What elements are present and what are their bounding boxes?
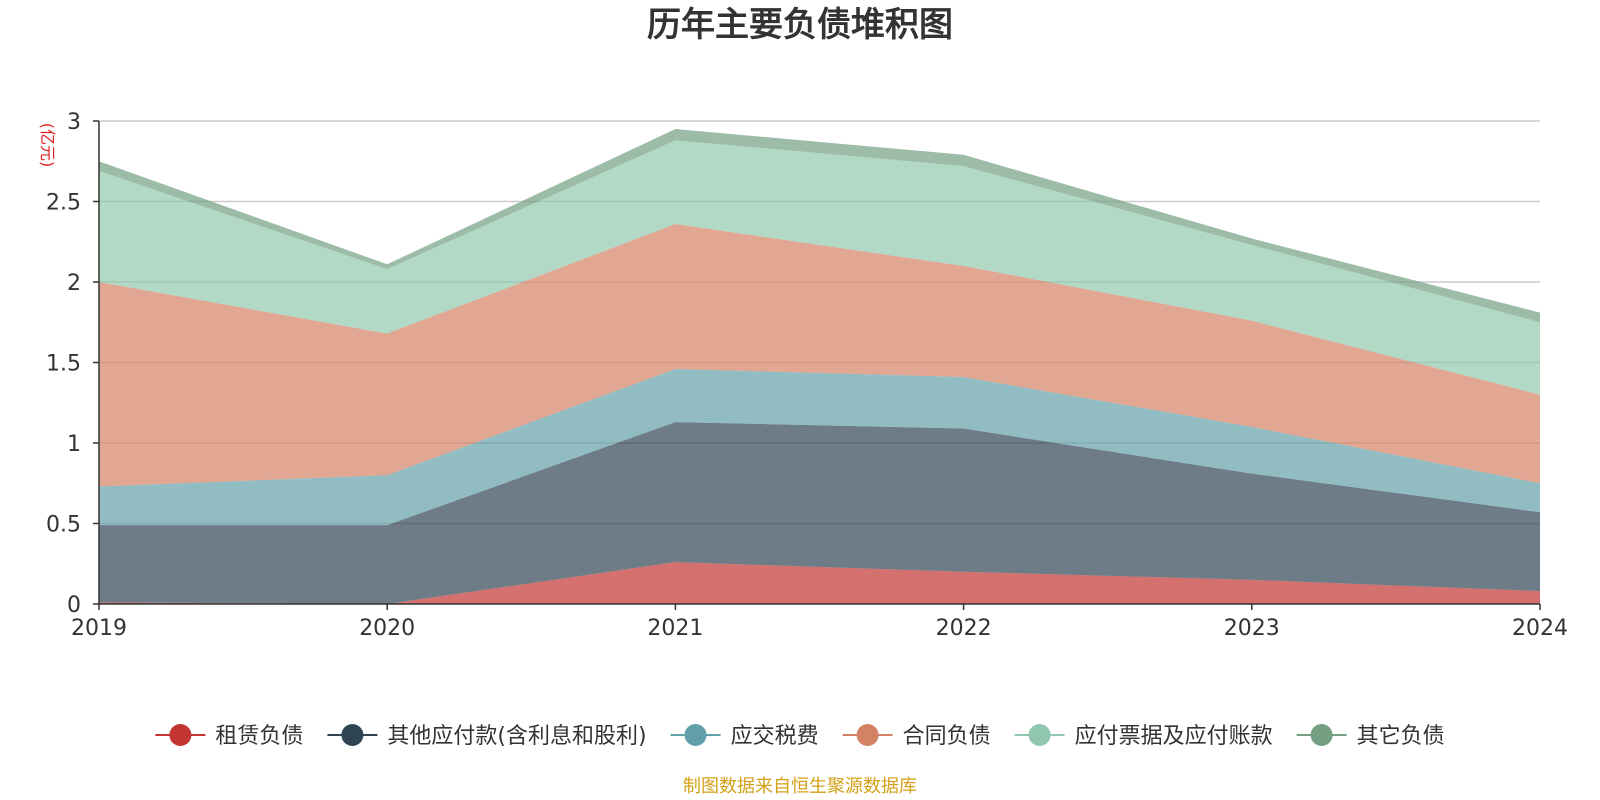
- area-series-2[interactable]: [99, 422, 1540, 604]
- x-tick-label: 2021: [647, 616, 703, 641]
- x-tick-label: 2019: [71, 616, 127, 641]
- data-source-label: 制图数据来自恒生聚源数据库: [683, 776, 917, 797]
- legend-circle-icon: [856, 724, 879, 746]
- chart-title: 历年主要负债堆积图: [647, 5, 953, 45]
- legend-label: 合同负债: [903, 724, 991, 749]
- y-tick-label: 2: [67, 271, 81, 296]
- area-series-4[interactable]: [99, 224, 1540, 487]
- legend[interactable]: 租赁负债 其他应付款(含利息和股利) 应交税费 合同负债 应付票据及应付账款 其它负债: [155, 724, 1445, 749]
- legend-item-4[interactable]: 合同负债: [842, 724, 991, 749]
- legend-item-2[interactable]: 其他应付款(含利息和股利): [327, 724, 647, 749]
- area-series-5[interactable]: [99, 140, 1540, 395]
- legend-item-3[interactable]: 应交税费: [670, 724, 819, 749]
- y-tick-label: 2.5: [46, 191, 81, 216]
- legend-item-1[interactable]: 租赁负债: [155, 724, 303, 749]
- legend-circle-icon: [1310, 724, 1333, 746]
- x-tick-label: 2022: [936, 616, 992, 641]
- axes: 0 0.5 1 1.5 2 2.5 3 2019 2020 2021 2022 2023 2024: [46, 110, 1568, 641]
- legend-label: 应交税费: [731, 724, 819, 749]
- x-tick-label: 2023: [1224, 616, 1280, 641]
- legend-circle-icon: [1028, 724, 1051, 746]
- legend-label: 其他应付款(含利息和股利): [387, 724, 646, 749]
- y-axis-unit-label: (亿元): [38, 123, 57, 168]
- legend-circle-icon: [341, 724, 364, 746]
- area-series-1[interactable]: [99, 562, 1540, 604]
- x-tick-label: 2024: [1512, 616, 1568, 641]
- legend-circle-icon: [169, 724, 192, 746]
- legend-label: 应付票据及应付账款: [1075, 724, 1273, 749]
- y-tick-label: 0: [67, 593, 81, 618]
- legend-circle-icon: [684, 724, 707, 746]
- legend-item-6[interactable]: 其它负债: [1296, 724, 1445, 749]
- y-tick-label: 1: [67, 432, 81, 457]
- legend-label: 其它负债: [1357, 724, 1445, 749]
- y-tick-label: 1.5: [46, 352, 81, 377]
- legend-item-5[interactable]: 应付票据及应付账款: [1014, 724, 1273, 749]
- y-tick-label: 0.5: [46, 513, 81, 538]
- area-series-layer: [99, 129, 1540, 604]
- area-series-3[interactable]: [99, 368, 1540, 526]
- legend-label: 租赁负债: [215, 724, 303, 749]
- x-tick-label: 2020: [359, 616, 415, 641]
- y-tick-label: 3: [67, 110, 81, 135]
